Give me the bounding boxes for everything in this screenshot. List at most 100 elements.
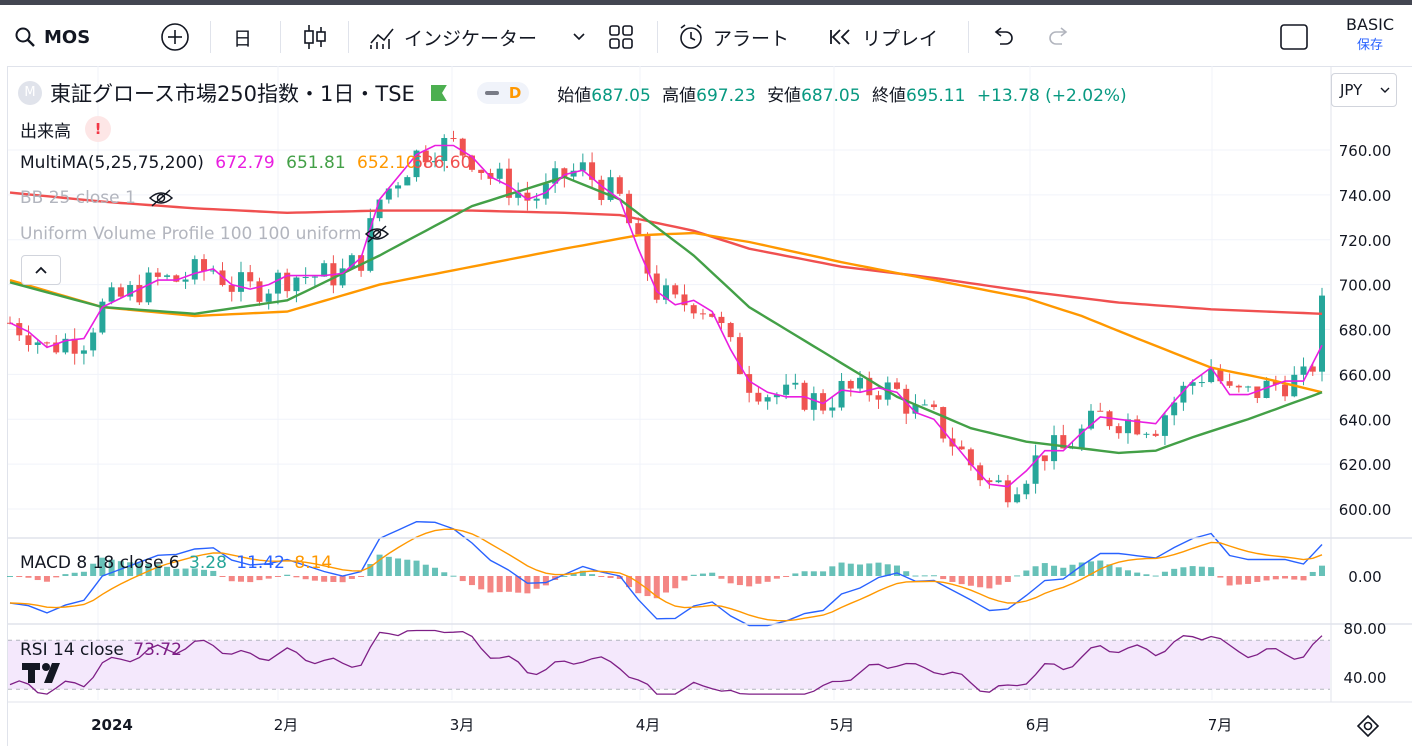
candle-body: [681, 294, 688, 306]
price-axis-label: 600.00: [1339, 501, 1392, 519]
candle-body: [450, 138, 457, 140]
macd-histogram-bar: [690, 574, 697, 576]
market-status-pill[interactable]: D: [476, 82, 530, 104]
time-axis-label: 3月: [450, 716, 475, 734]
compare-symbol-button[interactable]: [160, 19, 190, 55]
ma200-line: [9, 191, 1323, 315]
symbol-search-button[interactable]: MOS: [14, 19, 90, 55]
macd-histogram-bar: [1300, 576, 1307, 581]
currency-dropdown[interactable]: JPY: [1331, 73, 1397, 107]
candle-body: [505, 168, 512, 198]
price-axis-label: 620.00: [1339, 456, 1392, 474]
macd-line: [9, 520, 1323, 627]
macd-histogram-bar: [16, 576, 23, 578]
tv-logo-icon: [22, 663, 60, 683]
candle-body: [746, 374, 753, 393]
flag-icon[interactable]: [430, 85, 447, 101]
candle-body: [838, 380, 845, 408]
macd-histogram-bar: [237, 576, 244, 582]
candle-body: [718, 316, 725, 324]
replay-button[interactable]: リプレイ: [828, 19, 938, 55]
rsi-value: 73.72: [133, 640, 182, 660]
candle-body: [459, 138, 466, 156]
macd-histogram-bar: [893, 565, 900, 576]
macd-signal-value: 8.14: [294, 553, 333, 573]
macd-histogram-bar: [1189, 566, 1196, 576]
chart-type-button[interactable]: [302, 19, 328, 55]
candle-body: [25, 335, 32, 345]
candle-body: [589, 162, 596, 180]
candle-body: [875, 395, 882, 400]
indicators-button[interactable]: インジケーター: [368, 19, 537, 55]
warning-icon[interactable]: !: [85, 116, 111, 142]
macd-histogram-bar: [792, 573, 799, 576]
multima-legend[interactable]: MultiMA(5,25,75,200) 672.79 651.81 652.1…: [20, 153, 471, 173]
toolbar-divider: [348, 21, 349, 53]
macd-histogram-bar: [274, 576, 281, 577]
candle-body: [34, 342, 41, 345]
candle-body: [1161, 415, 1168, 436]
change-value: +13.78 (+2.02%): [976, 85, 1127, 106]
high-label: 高値: [662, 85, 697, 106]
macd-histogram-bar: [201, 569, 208, 576]
macd-legend[interactable]: MACD 8 18 close 6 3.28 11.42 8.14: [20, 553, 332, 573]
eye-crossed-icon[interactable]: [148, 188, 174, 208]
close-label: 終値: [871, 85, 906, 106]
macd-histogram-bar: [62, 574, 69, 576]
fullscreen-button[interactable]: [1279, 19, 1309, 55]
macd-histogram-bar: [1032, 566, 1039, 576]
macd-histogram-bar: [995, 576, 1002, 585]
candle-body: [1309, 366, 1316, 372]
collapse-legend-button[interactable]: [21, 255, 61, 285]
candle-body: [764, 397, 771, 402]
macd-histogram-bar: [727, 576, 734, 584]
macd-histogram-bar: [1254, 576, 1261, 582]
volume-legend[interactable]: 出来高 !: [20, 116, 111, 142]
redo-button[interactable]: [1046, 19, 1072, 55]
tradingview-logo[interactable]: [22, 660, 70, 686]
templates-dropdown-button[interactable]: [572, 19, 586, 55]
bb-legend[interactable]: BB 25 close 1: [20, 188, 174, 208]
candle-body: [1319, 295, 1325, 372]
chevron-down-icon: [1380, 87, 1390, 93]
macd-histogram-bar: [43, 576, 50, 582]
undo-button[interactable]: [990, 19, 1016, 55]
macd-histogram-bar: [653, 576, 660, 599]
candle-body: [164, 275, 171, 277]
candle-body: [524, 192, 531, 201]
ma25-value: 651.81: [286, 153, 346, 173]
candle-body: [348, 255, 355, 269]
macd-line-value: 11.42: [236, 553, 285, 573]
macd-histogram-bar: [25, 576, 32, 578]
macd-histogram-bar: [515, 576, 522, 593]
candle-body: [635, 223, 642, 235]
candle-body: [727, 323, 734, 338]
layout-button[interactable]: [608, 19, 634, 55]
macd-histogram-bar: [376, 554, 383, 576]
macd-histogram-bar: [977, 576, 984, 588]
eye-crossed-icon[interactable]: [364, 224, 390, 244]
alert-button[interactable]: アラート: [677, 19, 789, 55]
candle-body: [1263, 380, 1270, 398]
macd-histogram-bar: [173, 568, 180, 576]
candle-body: [1115, 426, 1122, 434]
save-link[interactable]: 保存: [1356, 38, 1383, 53]
settings-button[interactable]: [1356, 714, 1380, 738]
candle-body: [967, 449, 974, 466]
candle-body: [1217, 368, 1224, 382]
candle-body: [672, 285, 679, 295]
macd-histogram-bar: [1245, 576, 1252, 584]
candle-body: [1088, 410, 1095, 429]
macd-histogram-bar: [182, 568, 189, 576]
macd-histogram-bar: [921, 575, 928, 577]
plan-save-area[interactable]: BASIC 保存: [1340, 15, 1400, 53]
rsi-legend[interactable]: RSI 14 close 73.72: [20, 640, 182, 660]
symbol-title[interactable]: 東証グロース市場250指数・1日・TSE: [50, 82, 415, 106]
macd-histogram-bar: [644, 576, 651, 597]
price-axis-label: 720.00: [1339, 232, 1392, 250]
chevron-down-icon: [573, 33, 585, 41]
uvp-legend[interactable]: Uniform Volume Profile 100 100 uniform: [20, 224, 390, 244]
chart-area[interactable]: [7, 66, 1412, 746]
interval-button[interactable]: 日: [233, 19, 252, 55]
